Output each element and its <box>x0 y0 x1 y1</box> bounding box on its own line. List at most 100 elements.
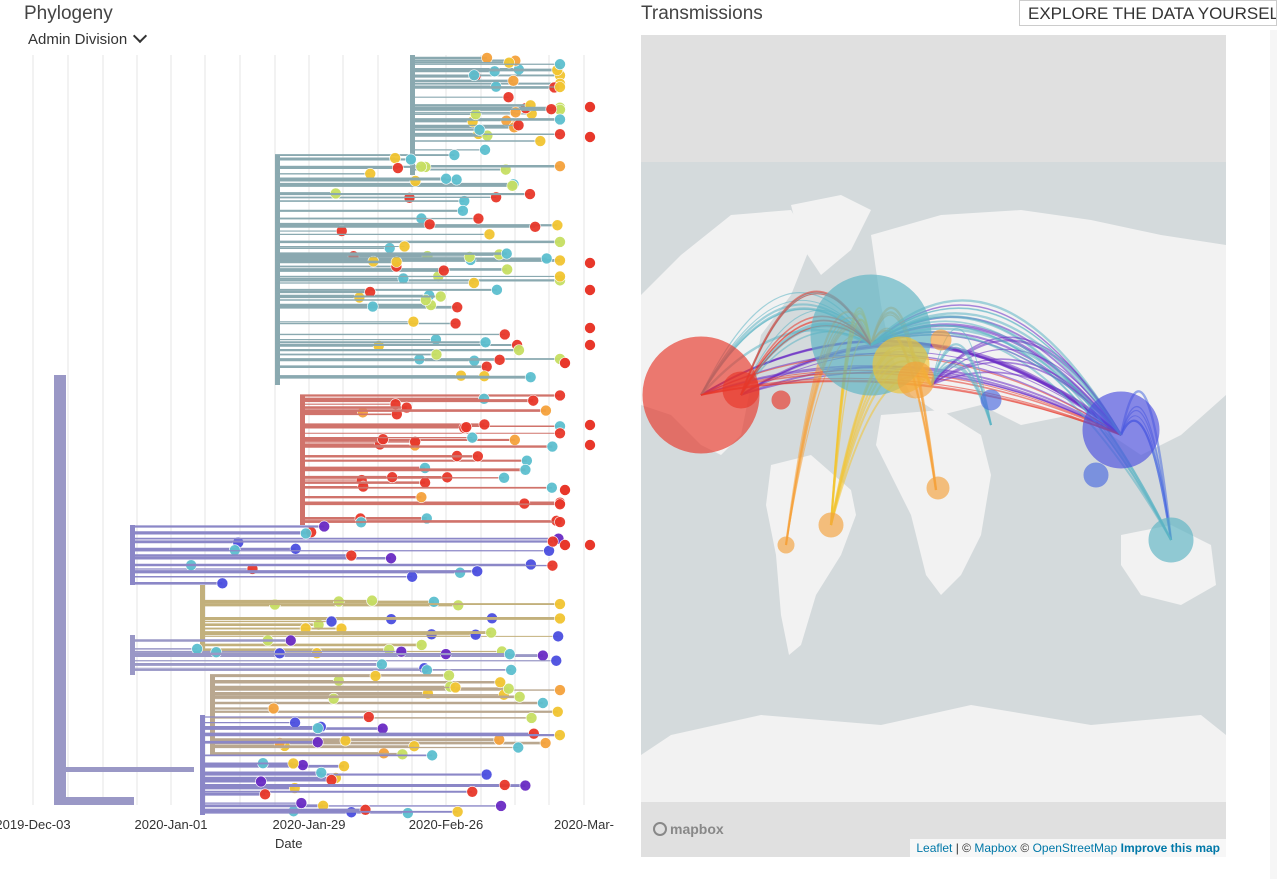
tree-tip[interactable] <box>539 737 552 749</box>
tree-tip[interactable] <box>426 749 438 762</box>
tree-tip[interactable] <box>554 498 566 511</box>
transmission-map[interactable]: mapbox Leaflet | © Mapbox © OpenStreetMa… <box>641 35 1226 857</box>
tree-tip[interactable] <box>554 684 566 696</box>
explore-data-button[interactable]: EXPLORE THE DATA YOURSELF <box>1019 0 1277 26</box>
tree-tip[interactable] <box>584 101 596 113</box>
tree-tip[interactable] <box>419 462 431 474</box>
tree-tip[interactable] <box>554 113 566 126</box>
tree-tip[interactable] <box>502 91 515 104</box>
tree-tip[interactable] <box>584 257 596 269</box>
tree-tip[interactable] <box>287 757 300 770</box>
tree-tip[interactable] <box>554 270 566 283</box>
tree-tip[interactable] <box>451 806 464 818</box>
tree-tip[interactable] <box>559 484 571 496</box>
tree-tip[interactable] <box>449 681 462 694</box>
tree-tip[interactable] <box>469 108 482 121</box>
tree-tip[interactable] <box>210 646 223 658</box>
color-by-dropdown[interactable]: Admin Division <box>28 28 148 48</box>
tree-tip[interactable] <box>483 228 496 241</box>
tree-tip[interactable] <box>503 56 515 69</box>
tree-tip[interactable] <box>501 263 513 276</box>
tree-tip[interactable] <box>546 440 559 453</box>
tree-tip[interactable] <box>376 658 388 671</box>
tree-tip[interactable] <box>409 175 422 187</box>
tree-tip[interactable] <box>513 691 526 703</box>
tree-tip[interactable] <box>506 180 519 192</box>
tree-tip[interactable] <box>554 160 566 173</box>
tree-tip[interactable] <box>528 727 540 740</box>
tree-tip[interactable] <box>493 354 506 366</box>
tree-tip[interactable] <box>396 748 409 761</box>
tree-tip[interactable] <box>407 315 420 328</box>
tree-tip[interactable] <box>385 552 397 565</box>
tree-tip[interactable] <box>551 219 564 232</box>
tree-tip[interactable] <box>554 598 566 610</box>
tree-tip[interactable] <box>369 670 382 682</box>
tree-tip[interactable] <box>554 389 566 402</box>
tree-tip[interactable] <box>584 339 596 351</box>
tree-tip[interactable] <box>551 705 564 718</box>
tree-tip[interactable] <box>362 711 375 723</box>
tree-tip[interactable] <box>333 595 345 608</box>
tree-tip[interactable] <box>547 535 559 548</box>
transmission-bubble[interactable] <box>722 371 760 409</box>
tree-tip[interactable] <box>584 539 596 551</box>
transmission-bubble[interactable] <box>771 390 791 410</box>
tree-tip[interactable] <box>471 565 484 578</box>
tree-tip[interactable] <box>415 160 427 173</box>
tree-tip[interactable] <box>366 594 378 607</box>
tree-tip[interactable] <box>512 119 525 132</box>
tree-tip[interactable] <box>478 418 491 431</box>
tree-tip[interactable] <box>255 775 267 788</box>
tree-tip[interactable] <box>450 173 463 186</box>
tree-tip[interactable] <box>554 81 566 93</box>
mapbox-link[interactable]: Mapbox <box>974 841 1018 855</box>
tree-tip[interactable] <box>267 702 280 715</box>
tree-tip[interactable] <box>503 648 516 660</box>
tree-tip[interactable] <box>546 481 558 494</box>
tree-tip[interactable] <box>584 419 596 431</box>
tree-tip[interactable] <box>480 360 493 373</box>
tree-tip[interactable] <box>389 152 401 164</box>
tree-tip[interactable] <box>495 800 507 812</box>
tree-tip[interactable] <box>392 162 404 174</box>
scrollbar-track[interactable] <box>1270 30 1277 879</box>
tree-tip[interactable] <box>554 236 566 248</box>
tree-tip[interactable] <box>408 740 420 752</box>
tree-tip[interactable] <box>507 75 520 87</box>
tree-tip[interactable] <box>519 779 532 792</box>
tree-tip[interactable] <box>300 527 312 540</box>
tree-tip[interactable] <box>554 612 566 625</box>
tree-tip[interactable] <box>513 344 525 356</box>
tree-tip[interactable] <box>512 741 525 754</box>
tree-tip[interactable] <box>502 682 515 695</box>
tree-tip[interactable] <box>421 664 433 677</box>
tree-tip[interactable] <box>457 205 469 217</box>
transmission-bubble[interactable] <box>897 361 935 399</box>
tree-tip[interactable] <box>554 254 566 267</box>
tree-tip[interactable] <box>525 558 537 571</box>
tree-tip[interactable] <box>546 559 559 572</box>
tree-tip[interactable] <box>339 734 352 747</box>
tree-tip[interactable] <box>554 516 566 528</box>
tree-tip[interactable] <box>448 149 461 161</box>
osm-link[interactable]: OpenStreetMap <box>1032 841 1118 855</box>
tree-tip[interactable] <box>584 131 596 143</box>
mapbox-logo[interactable]: mapbox <box>653 821 724 837</box>
transmission-bubble[interactable] <box>777 536 795 554</box>
tree-tip[interactable] <box>284 634 297 647</box>
tree-tip[interactable] <box>554 427 566 440</box>
tree-tip[interactable] <box>524 188 536 200</box>
tree-tip[interactable] <box>325 774 338 786</box>
tree-tip[interactable] <box>327 692 340 705</box>
tree-tip[interactable] <box>437 264 450 277</box>
tree-tip[interactable] <box>315 766 328 779</box>
tree-tip[interactable] <box>452 599 465 612</box>
tree-tip[interactable] <box>550 654 563 667</box>
tree-tip[interactable] <box>584 322 596 334</box>
tree-tip[interactable] <box>419 476 431 489</box>
tree-tip[interactable] <box>423 218 436 231</box>
tree-tip[interactable] <box>509 434 521 446</box>
tree-tip[interactable] <box>537 697 549 709</box>
tree-tip[interactable] <box>289 716 301 729</box>
